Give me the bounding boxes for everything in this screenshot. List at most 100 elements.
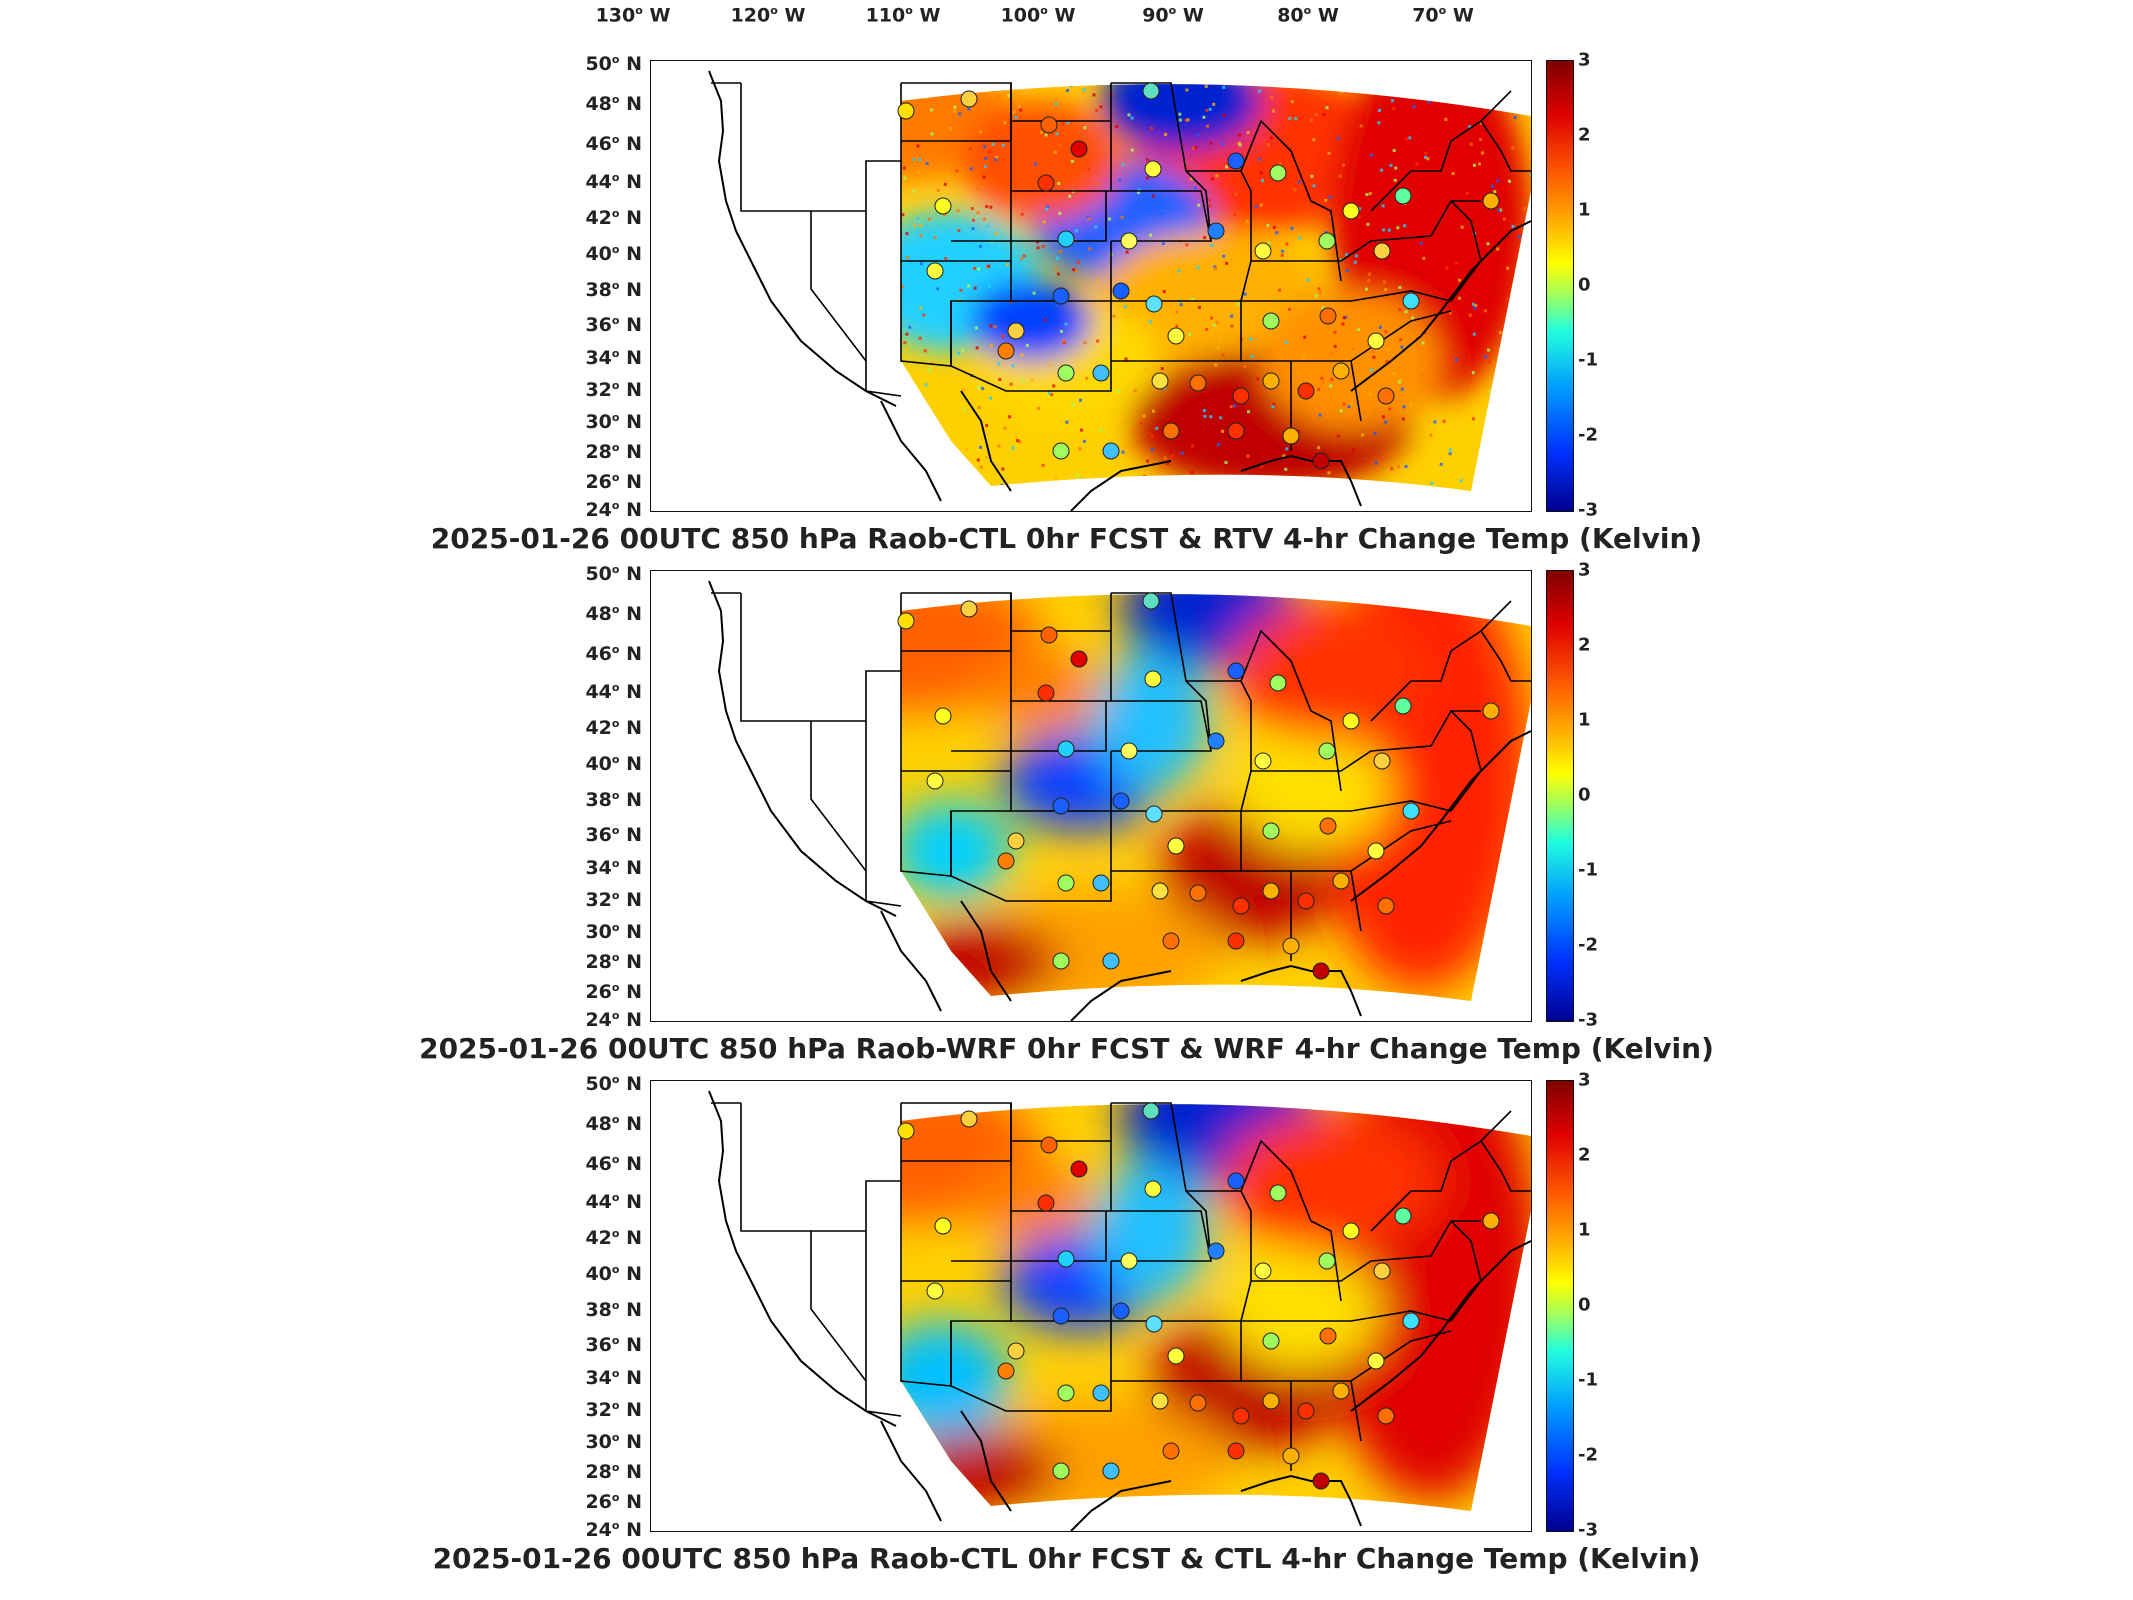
station-marker [1142,1102,1160,1120]
station-marker [1052,1307,1070,1325]
speckle [953,109,957,113]
speckle [913,223,917,227]
speckle [1254,285,1258,289]
station-marker [1112,282,1130,300]
speckle [1523,281,1527,285]
speckle [1368,392,1372,396]
speckle [1221,353,1225,357]
speckle [1221,429,1225,433]
speckle [1416,248,1420,252]
colorbar-tick-label: -3 [1578,499,1598,521]
station-marker [1373,1262,1391,1280]
state-border [740,1103,902,1232]
speckle [953,105,957,109]
speckle [1233,213,1237,217]
speckle [1271,405,1275,409]
speckle [925,161,929,165]
speckle [1162,290,1166,294]
speckle [1411,316,1415,320]
speckle [1018,440,1022,444]
station-marker [1057,874,1075,892]
station-marker [1207,732,1225,750]
station-marker [1227,932,1245,950]
speckle [1499,208,1503,212]
speckle [1336,137,1340,141]
speckle [1056,256,1060,260]
speckle [1327,471,1331,475]
lon-label: 100o W [1000,4,1076,27]
station-marker [1319,1327,1337,1345]
speckle [905,346,909,350]
speckle [1214,267,1218,271]
speckle [1082,88,1086,92]
speckle [1222,113,1226,117]
speckle [1390,467,1394,471]
speckle [1523,378,1527,382]
speckle [1054,476,1058,480]
speckle [1151,194,1155,198]
station-marker [1162,422,1180,440]
speckle [1001,87,1005,91]
speckle [1329,384,1333,388]
speckle [1448,448,1452,452]
coastline [880,910,942,1012]
speckle [1317,484,1321,488]
speckle [1099,429,1103,433]
speckle [1389,163,1393,167]
speckle [1444,117,1448,121]
speckle [1191,444,1195,448]
speckle [1385,360,1389,364]
station-marker [1112,792,1130,810]
data-region [1221,1111,1441,1251]
speckle [1212,102,1216,106]
speckle [1130,148,1134,152]
speckle [993,325,997,329]
speckle [1409,403,1413,407]
lat-label: 42o N [585,716,642,740]
speckle [1373,431,1377,435]
station-marker [1092,1384,1110,1402]
speckle [1382,228,1386,232]
station-marker [897,612,915,630]
speckle [943,213,947,217]
speckle [1323,484,1327,488]
speckle [935,289,939,293]
speckle [1047,391,1051,395]
speckle [903,492,906,495]
speckle [1212,323,1216,327]
speckle [1497,208,1501,212]
speckle [1392,148,1396,152]
speckle [1325,106,1329,110]
speckle [958,268,962,272]
speckle [1284,467,1288,471]
speckle [1294,117,1298,121]
speckle [1401,417,1405,421]
colorbar-tick-label: -2 [1578,424,1598,446]
speckle [1485,102,1489,106]
speckle [1248,337,1252,341]
station-marker [1037,174,1055,192]
state-border [1111,1320,1242,1382]
speckle [1312,138,1316,142]
speckle [971,218,975,222]
colorbar-tick-label: -2 [1578,1444,1598,1466]
speckle [976,187,980,191]
speckle [994,232,998,236]
speckle [1071,402,1075,406]
station-marker [1162,1442,1180,1460]
colorbar-tick-label: 3 [1578,559,1591,581]
speckle [995,155,999,159]
speckle [1347,360,1351,364]
station-marker [1167,327,1185,345]
speckle [1211,177,1215,181]
lat-label: 28o N [585,440,642,464]
speckle [1196,266,1200,270]
speckle [930,132,934,136]
station-marker [1040,626,1058,644]
speckle [1492,421,1496,425]
speckle [968,147,972,151]
state-border [810,1231,902,1417]
speckle [1366,222,1370,226]
speckle [1341,322,1345,326]
station-marker [1151,882,1169,900]
